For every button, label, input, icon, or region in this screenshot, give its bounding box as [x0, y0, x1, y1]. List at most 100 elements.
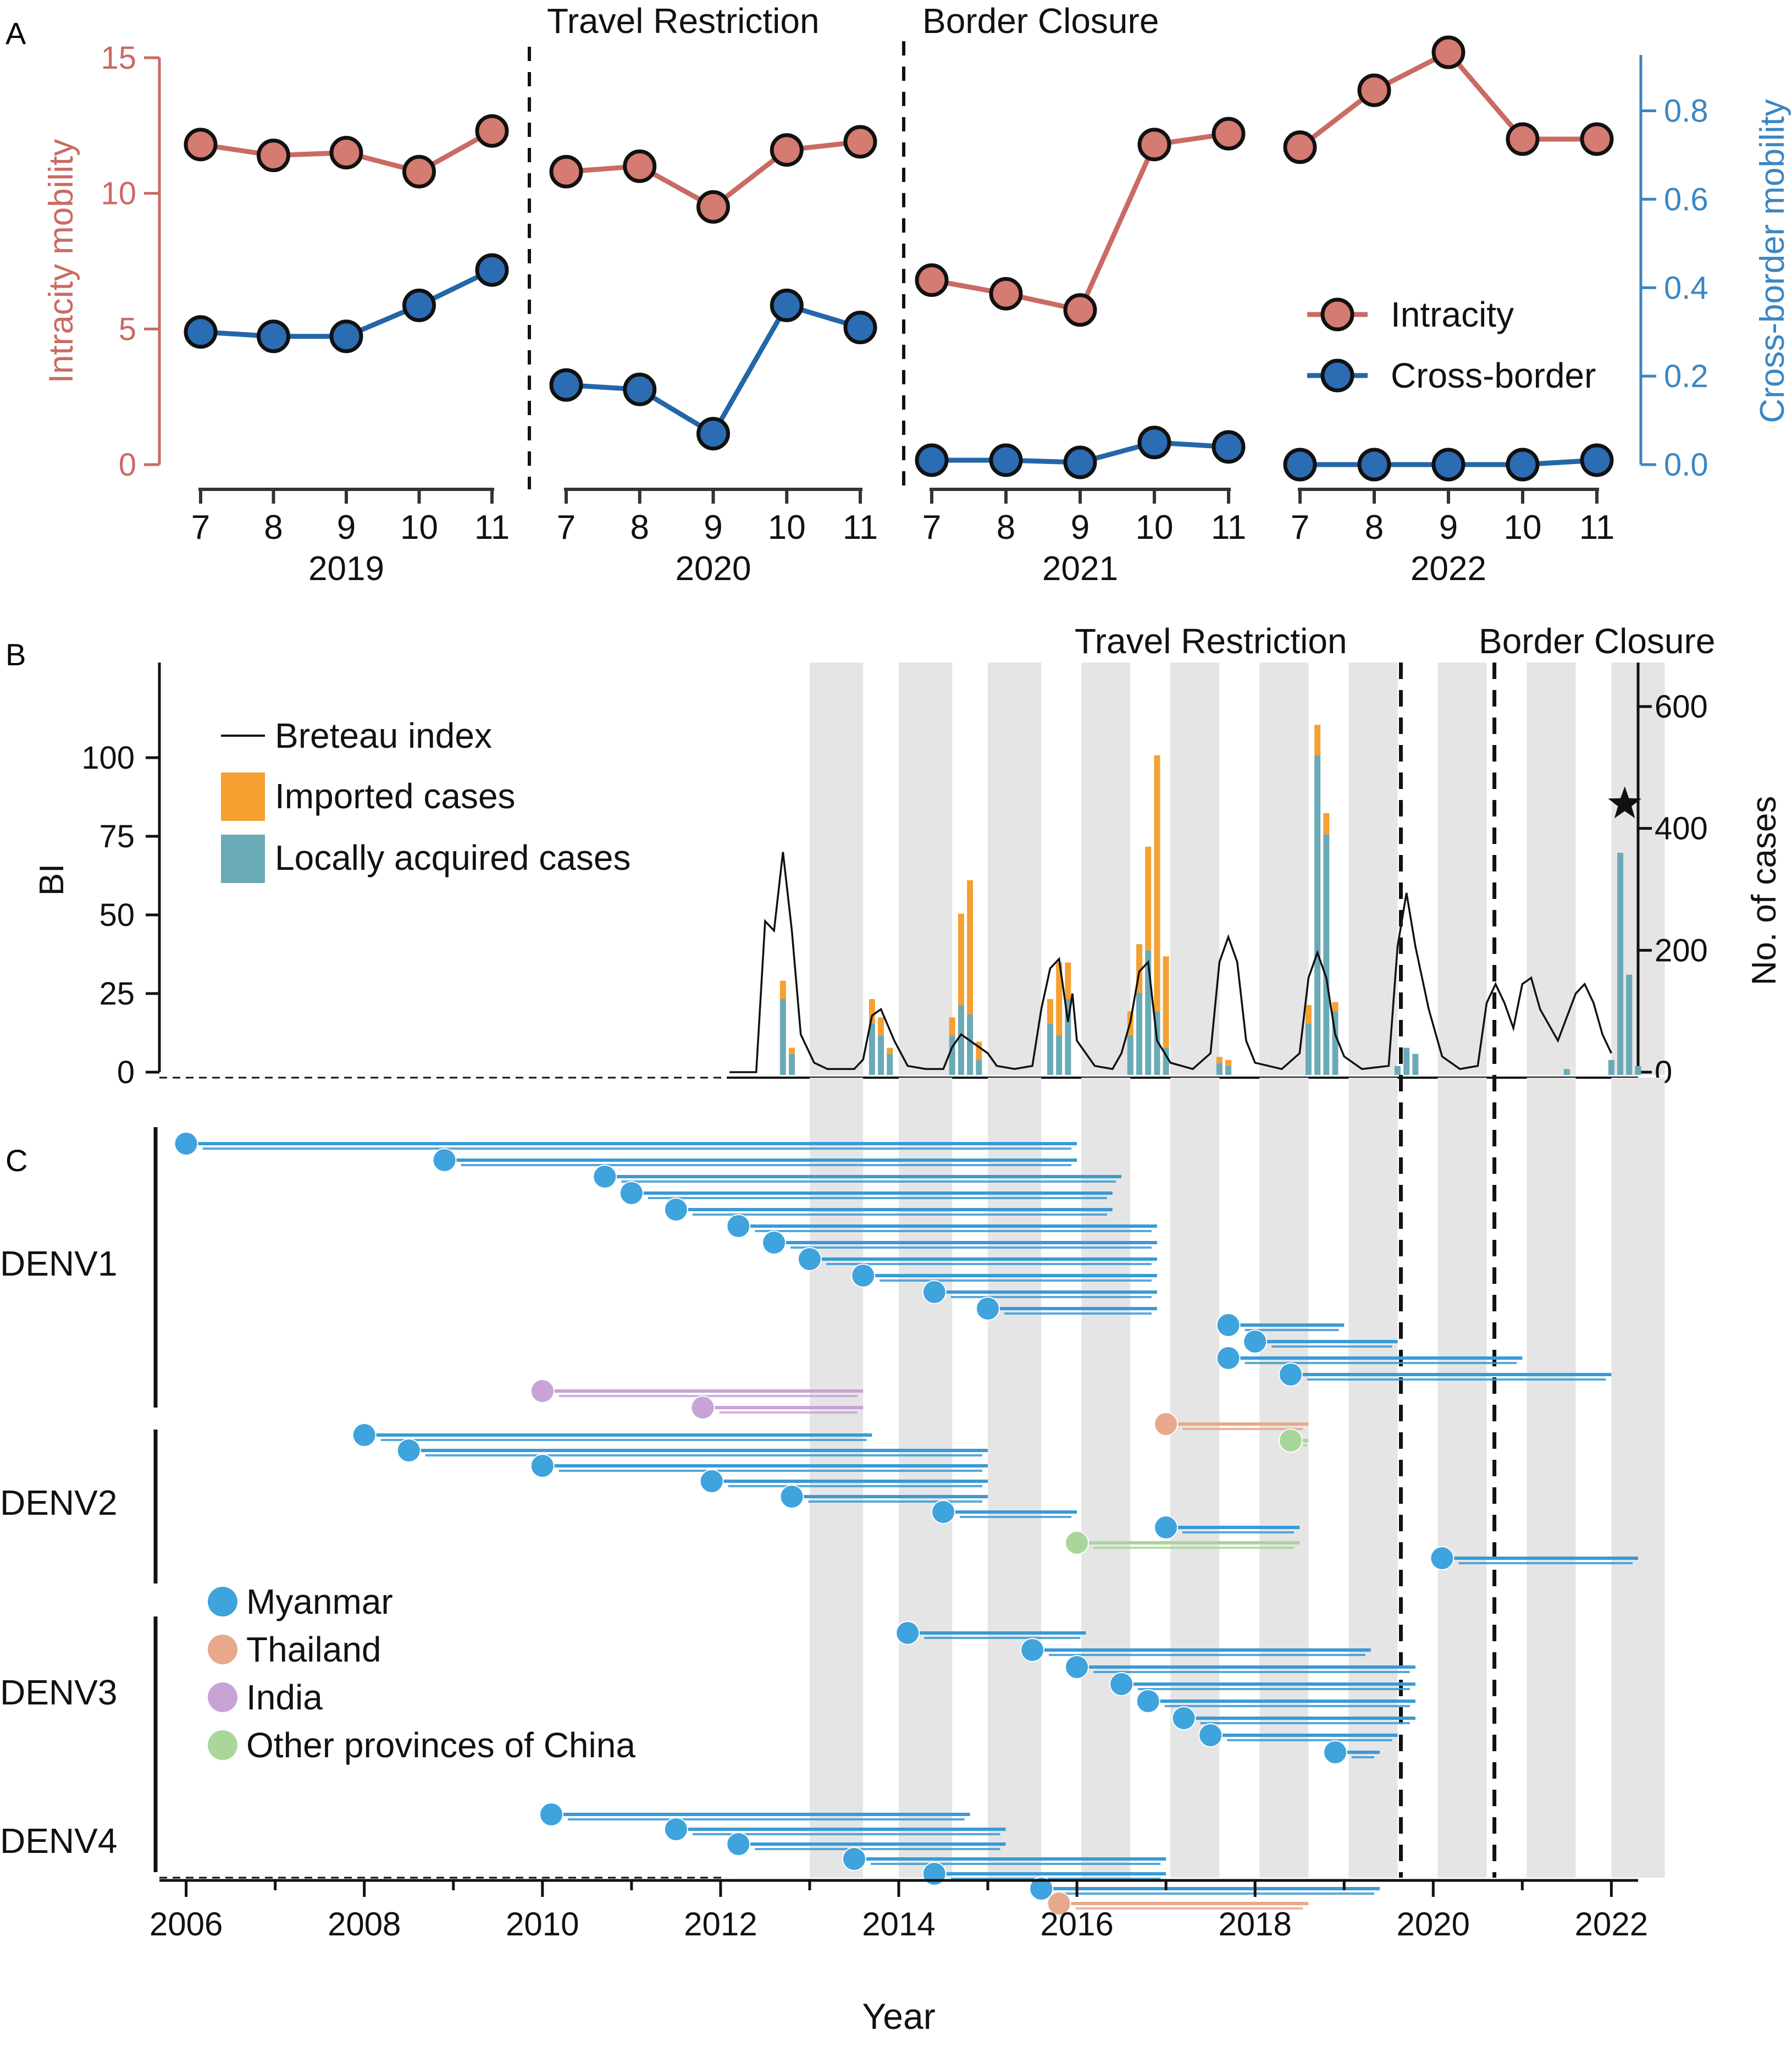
season-shade — [1437, 1078, 1487, 1878]
imported-cases-bar — [887, 1047, 893, 1054]
intracity-point — [1063, 293, 1097, 327]
panel-label-b: B — [5, 637, 26, 672]
intracity-point — [329, 136, 363, 170]
crossborder-point — [989, 443, 1023, 477]
x-tick-label: 10 — [1136, 509, 1174, 547]
legend-marker — [208, 1730, 237, 1760]
local-cases-bar — [967, 1014, 974, 1075]
crossborder-point — [915, 443, 949, 477]
year-label: 2020 — [676, 550, 751, 588]
introduction-node — [1198, 1723, 1223, 1747]
introduction-node — [530, 1379, 555, 1403]
intracity-point — [843, 125, 877, 159]
season-shade — [1259, 663, 1309, 1075]
local-cases-bar — [1563, 1069, 1570, 1075]
breteau-index-line — [729, 852, 1612, 1073]
x-tick-label: 8 — [997, 509, 1015, 547]
season-shade — [1170, 1078, 1220, 1878]
intracity-point — [1431, 35, 1465, 69]
serotype-label: DENV2 — [0, 1483, 117, 1522]
introduction-node — [1029, 1877, 1054, 1901]
annotation-travel-restriction: Travel Restriction — [547, 1, 820, 41]
year-label: 2022 — [1411, 550, 1486, 588]
imported-cases-bar — [976, 1041, 982, 1060]
introduction-node — [1109, 1672, 1134, 1696]
crossborder-point — [257, 319, 290, 354]
introduction-node — [1323, 1740, 1348, 1764]
imported-cases-bar — [967, 880, 974, 1014]
season-shade — [899, 663, 953, 1075]
season-shade — [1348, 1078, 1398, 1878]
introduction-node — [976, 1296, 1000, 1321]
local-cases-bar — [878, 1035, 884, 1075]
crossborder-point — [770, 288, 804, 322]
local-cases-bar — [1145, 950, 1152, 1075]
c-x-tick-label: 2020 — [1397, 1906, 1470, 1943]
local-cases-bar — [1394, 1066, 1401, 1075]
introduction-node — [851, 1263, 876, 1288]
intracity-point — [1357, 73, 1391, 107]
c-x-tick-label: 2018 — [1218, 1906, 1291, 1943]
introduction-node — [619, 1181, 644, 1205]
x-tick-label: 11 — [1211, 509, 1246, 547]
crossborder-point — [329, 319, 363, 354]
intracity-point — [1283, 130, 1317, 164]
season-shade — [1526, 1078, 1576, 1878]
local-cases-bar — [1047, 1023, 1053, 1075]
imported-cases-bar — [949, 1017, 955, 1036]
crossborder-point — [843, 311, 877, 345]
legend-breteau-label: Breteau index — [275, 716, 492, 755]
c-x-axis-label: Year — [862, 1996, 935, 2037]
introduction-node — [1020, 1638, 1045, 1662]
imported-cases-bar — [1047, 999, 1053, 1024]
intracity-series-line — [931, 131, 1229, 313]
annotation-border-closure: Border Closure — [922, 1, 1159, 41]
local-cases-bar — [958, 1005, 964, 1075]
b-annotation-border-closure: Border Closure — [1479, 621, 1715, 661]
imported-cases-bar — [1163, 956, 1169, 1048]
imported-cases-bar — [1056, 962, 1063, 1036]
x-tick-label: 7 — [922, 509, 941, 547]
introduction-node — [530, 1454, 555, 1478]
introduction-node — [432, 1148, 457, 1172]
b-left-tick-label: 50 — [99, 897, 135, 933]
introduction-node — [1065, 1531, 1089, 1555]
crossborder-point — [1212, 430, 1246, 464]
b-left-tick-label: 0 — [117, 1055, 135, 1090]
season-shade — [1081, 663, 1131, 1075]
c-x-tick-label: 2012 — [684, 1906, 757, 1943]
legend-local-label: Locally acquired cases — [275, 838, 630, 878]
season-shade — [1170, 663, 1220, 1075]
c-x-tick-label: 2010 — [506, 1906, 579, 1943]
introduction-node — [1154, 1412, 1179, 1436]
intracity-point — [915, 263, 949, 297]
introduction-node — [174, 1132, 198, 1156]
b-right-tick-label: 400 — [1655, 811, 1708, 847]
introduction-node — [726, 1214, 751, 1238]
legend-intracity-label: Intracity — [1391, 295, 1514, 334]
right-tick-label: 0.4 — [1664, 270, 1708, 306]
introduction-node — [663, 1817, 688, 1841]
season-shade — [1437, 663, 1487, 1075]
introduction-node — [922, 1280, 947, 1304]
x-tick-label: 9 — [337, 509, 356, 547]
b-left-tick-label: 100 — [81, 740, 135, 776]
introduction-node — [396, 1438, 421, 1463]
crossborder-series-line — [566, 302, 861, 437]
local-cases-bar — [789, 1053, 795, 1075]
introduction-node — [1216, 1346, 1241, 1370]
local-cases-bar — [887, 1053, 893, 1075]
local-cases-bar — [1412, 1053, 1419, 1075]
x-tick-label: 10 — [1504, 509, 1542, 547]
imported-cases-bar — [869, 999, 875, 1024]
crossborder-point — [623, 372, 657, 406]
right-tick-label: 0.6 — [1664, 181, 1708, 217]
local-cases-bar — [1626, 974, 1633, 1075]
crossborder-point — [1357, 448, 1391, 482]
legend-label: Other provinces of China — [246, 1725, 635, 1765]
intracity-point — [475, 114, 509, 148]
panel-c: DENV1 DENV2 DENV3 DENV4 2006 2008 2010 2012 2014… — [0, 663, 1665, 2037]
right-tick-label: 0.2 — [1664, 358, 1708, 394]
